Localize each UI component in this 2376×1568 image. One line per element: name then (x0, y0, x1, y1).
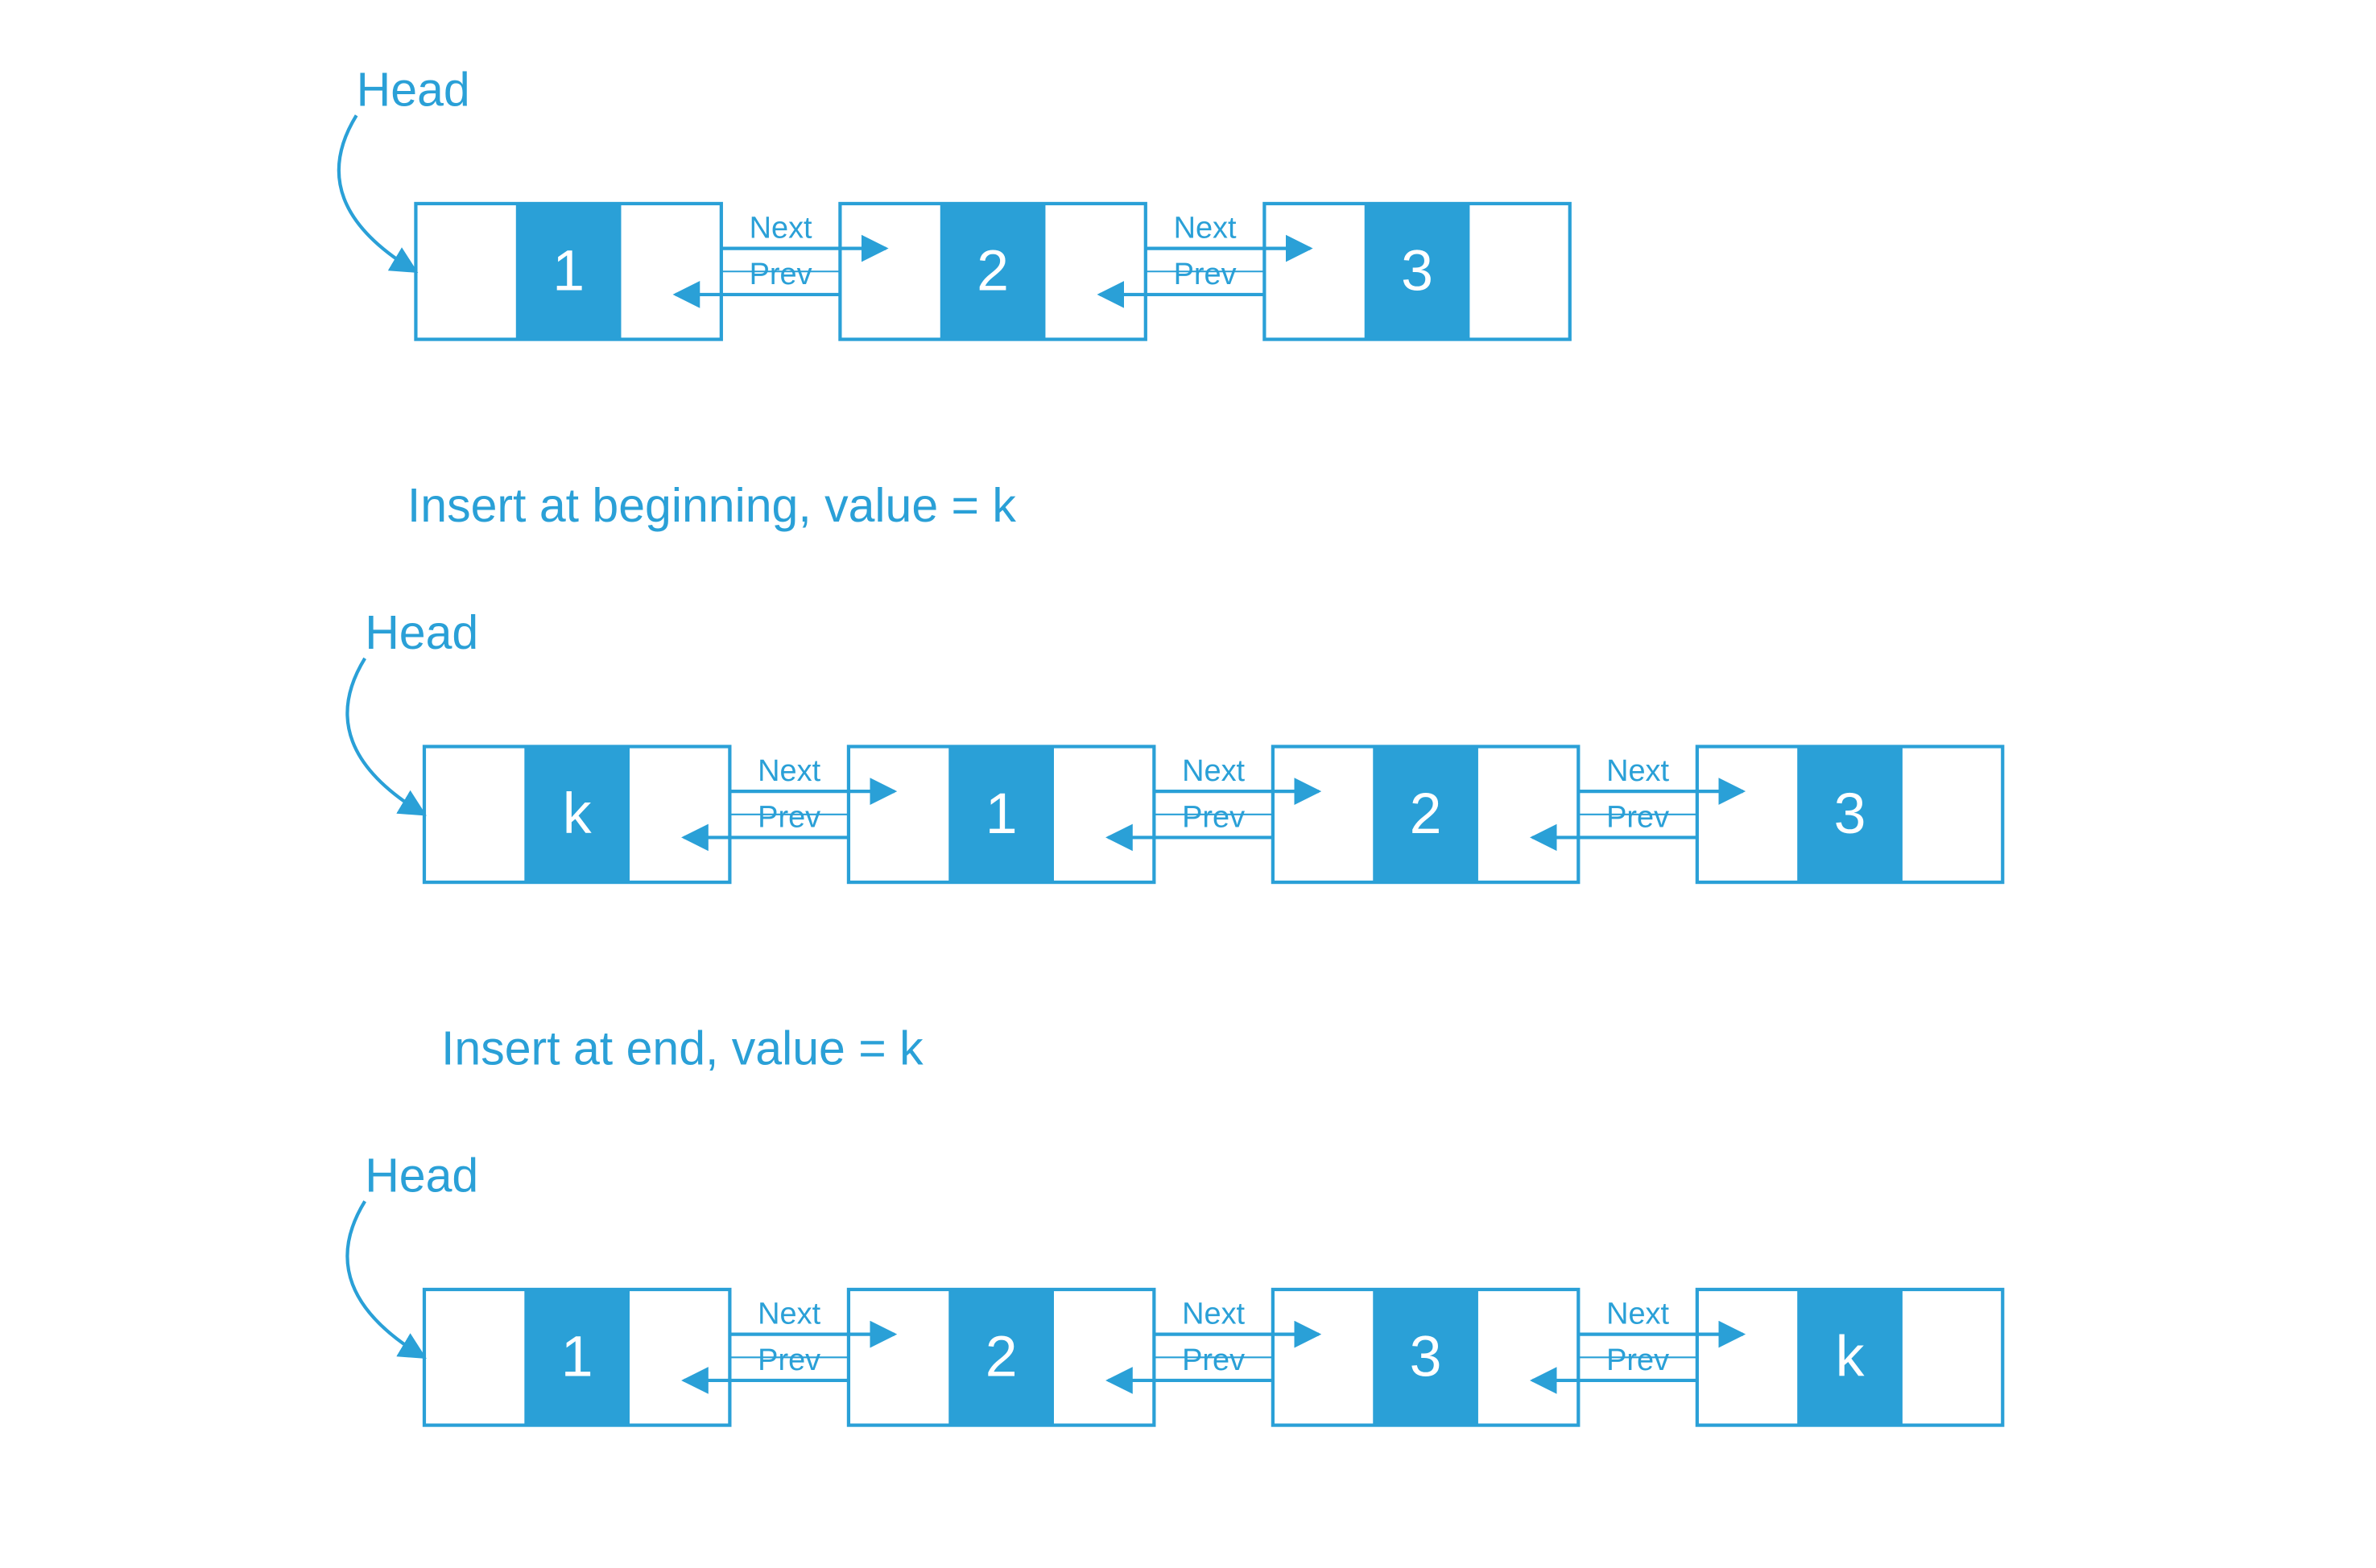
node-value: 3 (1401, 238, 1433, 303)
prev-label: Prev (758, 800, 820, 834)
node-value: 1 (986, 782, 1018, 846)
linked-list-diagram: Head 1 2 3 Next Prev Next Prev Insert at beginni… (0, 0, 2376, 1568)
node-value: 1 (561, 1324, 593, 1389)
node-value: 2 (1410, 782, 1442, 846)
prev-label: Prev (1606, 800, 1669, 834)
caption: Insert at end, value = k (441, 1021, 924, 1075)
node-value: 3 (1410, 1324, 1442, 1389)
node-value: 2 (986, 1324, 1018, 1389)
prev-label: Prev (758, 1343, 820, 1377)
head-label: Head (365, 606, 478, 659)
next-label: Next (1606, 1297, 1669, 1331)
node-value: 3 (1834, 782, 1866, 846)
next-label: Next (1174, 211, 1237, 245)
prev-label: Prev (1182, 800, 1245, 834)
node-value: 1 (552, 238, 585, 303)
prev-label: Prev (1606, 1343, 1669, 1377)
node-value: 2 (977, 238, 1009, 303)
node-value: k (1836, 1324, 1865, 1389)
prev-label: Prev (750, 258, 812, 291)
head-label: Head (365, 1149, 478, 1203)
next-label: Next (1606, 754, 1669, 788)
next-label: Next (758, 1297, 820, 1331)
head-label: Head (357, 64, 470, 117)
caption: Insert at beginning, value = k (407, 479, 1017, 532)
next-label: Next (1182, 1297, 1245, 1331)
prev-label: Prev (1174, 258, 1237, 291)
next-label: Next (758, 754, 820, 788)
prev-label: Prev (1182, 1343, 1245, 1377)
next-label: Next (1182, 754, 1245, 788)
next-label: Next (750, 211, 812, 245)
node-value: k (563, 782, 592, 846)
